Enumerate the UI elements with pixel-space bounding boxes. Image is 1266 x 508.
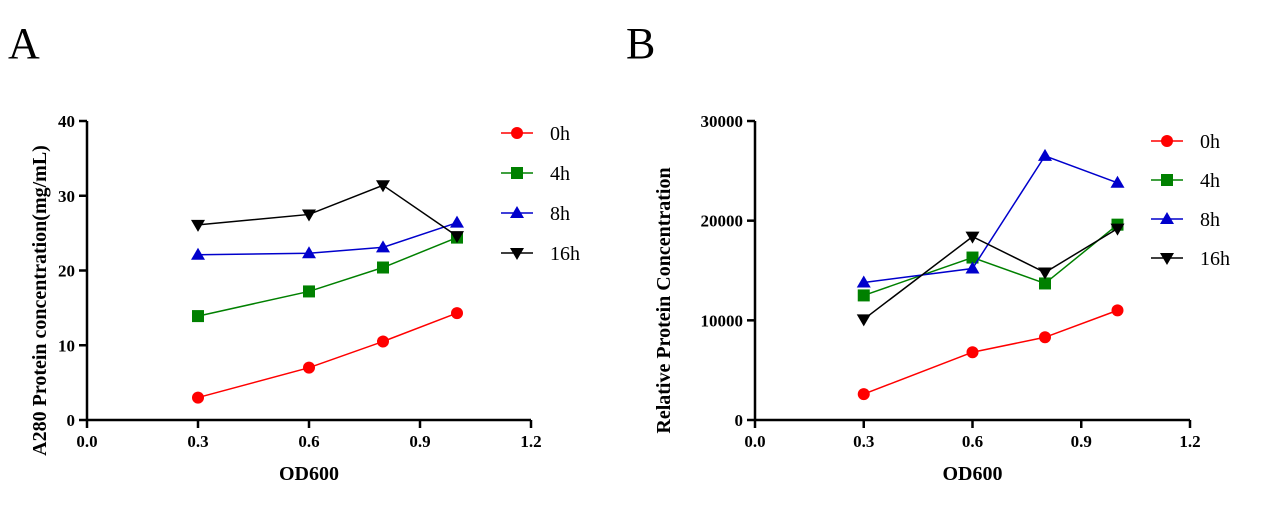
- legend-item-4h: 4h: [1151, 170, 1220, 192]
- data-point-0h: [1111, 304, 1124, 317]
- panel-label: A: [8, 19, 40, 68]
- y-tick-label: 20: [58, 262, 75, 281]
- y-tick-label: 30000: [701, 112, 744, 131]
- legend-marker: [1160, 212, 1174, 224]
- legend-item-8h: 8h: [1151, 209, 1220, 231]
- x-tick-label: 0.0: [744, 432, 765, 451]
- data-point-8h: [376, 240, 390, 253]
- data-point-16h: [1110, 223, 1125, 236]
- legend-item-4h: 4h: [501, 163, 570, 185]
- data-point-0h: [192, 391, 204, 404]
- x-axis-title: OD600: [279, 463, 339, 485]
- legend-item-0h: 0h: [501, 123, 570, 145]
- legend-item-16h: 16h: [501, 243, 580, 265]
- series-line-4h: [863, 224, 1118, 297]
- series-4h: [192, 231, 463, 323]
- legend-marker: [511, 127, 523, 139]
- y-tick-label: 30: [58, 187, 75, 206]
- data-point-16h: [450, 231, 464, 244]
- legend-label: 0h: [1200, 131, 1220, 153]
- series-16h: [191, 180, 464, 244]
- panel-label: B: [626, 19, 655, 68]
- legend-marker: [510, 206, 524, 218]
- data-point-0h: [1039, 331, 1051, 344]
- legend-marker: [1161, 174, 1173, 186]
- legend-item-8h: 8h: [501, 203, 570, 225]
- y-axis-title: Relative Protein Concentration: [653, 167, 675, 433]
- y-tick-label: 20000: [701, 212, 744, 231]
- data-point-8h: [450, 215, 464, 228]
- legend-marker: [1160, 253, 1174, 265]
- data-point-16h: [965, 231, 980, 244]
- series-8h: [191, 215, 464, 260]
- legend-label: 8h: [1200, 209, 1220, 231]
- data-point-8h: [965, 261, 980, 274]
- series-line-0h: [863, 309, 1118, 395]
- series-line-8h: [197, 221, 458, 256]
- data-point-4h: [857, 289, 870, 302]
- legend-marker: [510, 248, 524, 260]
- x-tick-label: 1.2: [1179, 432, 1200, 451]
- data-point-8h: [856, 275, 871, 288]
- data-point-8h: [1038, 148, 1052, 161]
- x-axis-title: OD600: [943, 463, 1003, 485]
- series-8h: [856, 148, 1125, 288]
- series-0h: [192, 307, 463, 404]
- series-line-0h: [197, 312, 458, 399]
- data-point-4h: [303, 285, 315, 298]
- data-point-4h: [377, 261, 389, 274]
- x-tick-label: 0.6: [962, 432, 983, 451]
- series-line-16h: [197, 184, 458, 237]
- legend-item-16h: 16h: [1151, 248, 1230, 270]
- data-point-16h: [376, 180, 390, 193]
- x-tick-label: 0.3: [853, 432, 874, 451]
- data-point-16h: [856, 314, 871, 327]
- chart-panel-b: B 0 10000 20000 30000 0.0 0.3 0.6 0.9 1.2 OD600 Rel…: [626, 19, 1230, 485]
- legend-marker: [511, 167, 523, 179]
- x-tick-label: 0.3: [187, 432, 208, 451]
- data-point-0h: [377, 335, 389, 348]
- x-tick-label: 0.9: [409, 432, 430, 451]
- data-point-8h: [1110, 175, 1125, 188]
- y-axis-title: A280 Protein concentration(mg/mL): [29, 145, 51, 456]
- y-tick-label: 10000: [701, 311, 744, 330]
- y-tick-label: 0: [67, 411, 76, 430]
- legend-label: 4h: [550, 163, 570, 185]
- data-point-0h: [451, 307, 463, 320]
- series-line-4h: [197, 236, 458, 317]
- x-tick-label: 0.0: [76, 432, 97, 451]
- legend-label: 8h: [550, 203, 570, 225]
- legend-label: 16h: [1200, 248, 1230, 270]
- legend-item-0h: 0h: [1151, 131, 1220, 153]
- x-tick-label: 1.2: [520, 432, 541, 451]
- y-tick-label: 0: [735, 411, 744, 430]
- legend-label: 4h: [1200, 170, 1220, 192]
- data-point-0h: [303, 361, 315, 374]
- legend-label: 16h: [550, 243, 580, 265]
- series-4h: [857, 218, 1124, 302]
- data-point-4h: [192, 310, 204, 323]
- chart-panel-a: A 0 10 20 30 40 0.0 0.3 0.6 0.9 1.2 OD600 A280 Prote…: [8, 19, 580, 485]
- data-point-16h: [191, 219, 205, 232]
- data-point-4h: [1039, 277, 1051, 290]
- x-tick-label: 0.6: [298, 432, 319, 451]
- data-point-8h: [191, 247, 205, 260]
- y-tick-label: 10: [58, 336, 75, 355]
- data-point-4h: [966, 251, 979, 264]
- x-tick-label: 0.9: [1071, 432, 1092, 451]
- data-point-0h: [966, 346, 979, 359]
- series-0h: [857, 304, 1124, 401]
- series-16h: [856, 223, 1125, 327]
- y-tick-label: 40: [58, 112, 75, 131]
- legend-marker: [1161, 135, 1173, 147]
- data-point-8h: [302, 246, 316, 259]
- legend-label: 0h: [550, 123, 570, 145]
- data-point-0h: [857, 388, 870, 401]
- data-point-16h: [302, 209, 316, 222]
- series-line-16h: [863, 227, 1118, 320]
- series-line-8h: [863, 154, 1118, 284]
- data-point-16h: [1038, 267, 1052, 280]
